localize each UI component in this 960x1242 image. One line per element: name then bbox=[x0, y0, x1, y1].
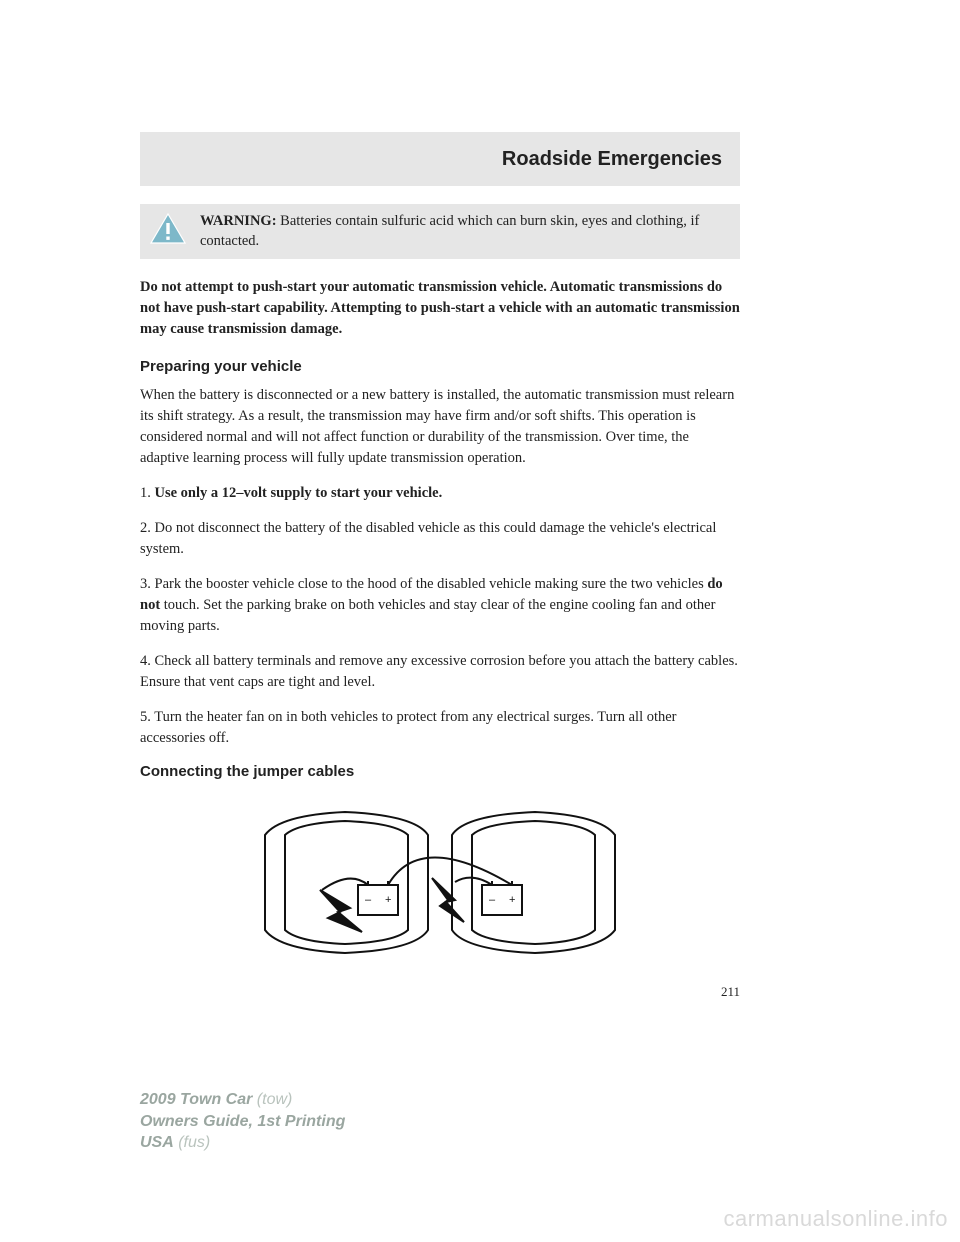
step-1-bold: Use only a 12–volt supply to start your … bbox=[155, 485, 443, 501]
footer-usa: USA bbox=[140, 1134, 174, 1151]
intro-paragraph: When the battery is disconnected or a ne… bbox=[140, 385, 740, 469]
svg-text:–: – bbox=[365, 894, 372, 906]
svg-text:–: – bbox=[489, 894, 496, 906]
footer-block: 2009 Town Car (tow) Owners Guide, 1st Pr… bbox=[140, 1089, 345, 1154]
jumper-cable-diagram: – + – + bbox=[140, 790, 740, 970]
section-heading-preparing: Preparing your vehicle bbox=[140, 358, 740, 375]
page-number: 211 bbox=[140, 984, 740, 1000]
footer-tag-1: (tow) bbox=[252, 1091, 292, 1108]
warning-icon bbox=[150, 213, 186, 250]
footer-line-3: USA (fus) bbox=[140, 1132, 345, 1154]
step-3b: touch. Set the parking brake on both veh… bbox=[140, 597, 715, 634]
svg-text:+: + bbox=[385, 894, 391, 906]
step-1-prefix: 1. bbox=[140, 485, 155, 501]
bold-notice: Do not attempt to push-start your automa… bbox=[140, 277, 740, 340]
warning-callout: WARNING: Batteries contain sulfuric acid… bbox=[140, 204, 740, 259]
chapter-header: Roadside Emergencies bbox=[140, 132, 740, 186]
footer-model: 2009 Town Car bbox=[140, 1091, 252, 1108]
warning-text: WARNING: Batteries contain sulfuric acid… bbox=[200, 212, 726, 251]
footer-line-2: Owners Guide, 1st Printing bbox=[140, 1111, 345, 1133]
section-heading-connecting: Connecting the jumper cables bbox=[140, 763, 740, 780]
watermark: carmanualsonline.info bbox=[723, 1206, 948, 1232]
page: Roadside Emergencies WARNING: Batteries … bbox=[0, 0, 960, 1242]
footer-tag-2: (fus) bbox=[174, 1134, 210, 1151]
step-3: 3. Park the booster vehicle close to the… bbox=[140, 574, 740, 637]
svg-text:+: + bbox=[509, 894, 515, 906]
step-4: 4. Check all battery terminals and remov… bbox=[140, 651, 740, 693]
step-3a: 3. Park the booster vehicle close to the… bbox=[140, 576, 707, 592]
warning-label: WARNING: bbox=[200, 213, 277, 229]
step-1: 1. Use only a 12–volt supply to start yo… bbox=[140, 483, 740, 504]
chapter-title: Roadside Emergencies bbox=[502, 148, 722, 171]
footer-line-1: 2009 Town Car (tow) bbox=[140, 1089, 345, 1111]
step-2: 2. Do not disconnect the battery of the … bbox=[140, 518, 740, 560]
content-area: Roadside Emergencies WARNING: Batteries … bbox=[140, 132, 740, 1000]
step-5: 5. Turn the heater fan on in both vehicl… bbox=[140, 707, 740, 749]
